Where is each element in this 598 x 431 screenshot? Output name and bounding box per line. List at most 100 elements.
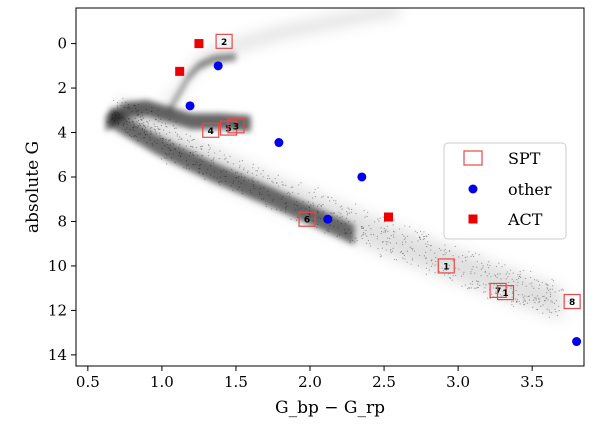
field-star-dot — [368, 225, 370, 227]
field-star-dot — [129, 134, 131, 136]
field-star-dot — [344, 231, 346, 233]
field-star-dot — [179, 155, 182, 157]
field-star-dot — [189, 135, 191, 137]
field-star-dot — [133, 123, 135, 125]
field-star-dot — [355, 237, 357, 239]
field-star-dot — [369, 242, 371, 245]
field-star-dot — [340, 205, 343, 207]
field-star-dot — [340, 213, 342, 215]
field-star-dot — [434, 252, 436, 254]
field-star-dot — [495, 265, 497, 268]
field-star-dot — [128, 106, 130, 108]
field-star-dot — [188, 168, 190, 170]
field-star-dot — [308, 206, 310, 208]
field-star-dot — [382, 216, 384, 218]
field-star-dot — [406, 250, 408, 252]
field-star-dot — [341, 216, 343, 218]
field-star-dot — [379, 253, 381, 255]
field-star-dot — [232, 182, 234, 184]
x-axis-label: G_bp − G_rp — [275, 398, 385, 418]
field-star-dot — [499, 273, 501, 275]
field-star-dot — [128, 121, 131, 124]
field-star-dot — [412, 257, 414, 259]
field-star-dot — [484, 271, 486, 273]
field-star-dot — [240, 173, 242, 175]
field-star-dot — [225, 157, 227, 159]
field-star-dot — [280, 209, 282, 211]
field-star-dot — [238, 160, 241, 162]
field-star-dot — [337, 220, 339, 222]
field-star-dot — [360, 227, 363, 229]
field-star-dot — [379, 256, 382, 258]
field-star-dot — [192, 164, 194, 166]
field-star-dot — [526, 302, 529, 304]
field-star-dot — [138, 104, 140, 106]
field-star-dot — [555, 299, 558, 302]
field-star-dot — [419, 254, 421, 256]
field-star-dot — [361, 227, 363, 229]
field-star-dot — [404, 225, 406, 227]
field-star-dot — [143, 129, 146, 131]
field-star-dot — [314, 188, 316, 190]
field-star-dot — [484, 270, 487, 273]
field-star-dot — [345, 210, 348, 213]
field-star-dot — [484, 291, 486, 293]
field-star-dot — [141, 115, 144, 117]
field-star-dot — [151, 126, 153, 129]
field-star-dot — [143, 122, 145, 124]
field-star-dot — [487, 297, 489, 299]
field-star-dot — [223, 169, 225, 171]
field-star-dot — [507, 276, 509, 278]
y-tick-label: 8 — [57, 212, 67, 230]
field-star-dot — [246, 172, 249, 174]
field-star-dot — [219, 176, 221, 178]
field-star-dot — [554, 308, 556, 310]
field-star-dot — [202, 155, 204, 157]
field-star-dot — [365, 242, 368, 244]
field-star-dot — [510, 285, 512, 288]
field-star-dot — [132, 127, 134, 129]
field-star-dot — [157, 139, 159, 141]
field-star-dot — [551, 278, 553, 280]
field-star-dot — [284, 202, 286, 205]
field-star-dot — [423, 231, 425, 233]
field-star-dot — [370, 228, 372, 230]
field-star-density — [105, 8, 569, 320]
field-star-dot — [558, 290, 560, 292]
spt-point — [202, 122, 220, 138]
y-tick-label: 2 — [57, 79, 67, 97]
field-star-dot — [336, 235, 338, 237]
field-star-dot — [492, 287, 494, 289]
field-star-dot — [327, 228, 329, 230]
field-star-dot — [402, 252, 404, 255]
field-star-dot — [191, 145, 193, 148]
field-star-dot — [205, 172, 208, 174]
field-star-dot — [349, 240, 351, 242]
field-star-dot — [111, 117, 114, 119]
field-star-dot — [530, 270, 532, 272]
field-star-dot — [321, 196, 323, 198]
field-star-dot — [362, 232, 365, 234]
field-star-dot — [113, 120, 116, 122]
field-star-dot — [385, 229, 387, 231]
field-star-dot — [308, 207, 311, 209]
field-star-dot — [250, 192, 252, 194]
field-star-dot — [410, 263, 412, 265]
field-star-dot — [389, 237, 391, 240]
field-star-dot — [555, 311, 557, 313]
field-star-dot — [268, 177, 271, 180]
field-star-dot — [483, 291, 485, 293]
x-tick-label: 2.0 — [298, 373, 322, 391]
field-star-dot — [516, 284, 518, 286]
field-star-dot — [543, 295, 545, 297]
spt-point — [437, 258, 455, 274]
field-star-dot — [544, 300, 546, 302]
field-star-dot — [539, 284, 541, 286]
field-star-dot — [557, 305, 560, 307]
field-star-dot — [549, 295, 551, 298]
legend-label-spt: SPT — [508, 149, 541, 168]
field-star-dot — [204, 178, 206, 180]
field-star-dot — [170, 149, 172, 152]
field-star-dot — [393, 258, 396, 261]
field-star-dot — [236, 171, 238, 173]
